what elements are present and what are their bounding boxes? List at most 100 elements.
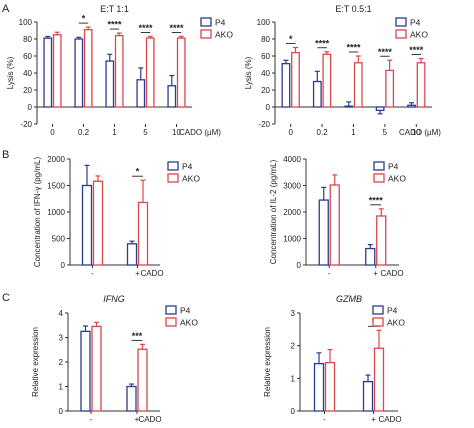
x-axis-unit-label: CADO [138, 415, 161, 424]
significance-label: **** [369, 195, 384, 205]
bar-ako [176, 37, 186, 108]
x-axis-unit-label: CADO [378, 415, 401, 424]
bar-ako [416, 62, 426, 108]
y-tick-label: 3 [291, 309, 296, 318]
legend-label-p4: P4 [215, 18, 226, 28]
legend-swatch-p4 [200, 17, 212, 27]
bar-ako [322, 53, 332, 108]
y-tick-label: 2 [291, 342, 296, 351]
significance-label: **** [409, 45, 424, 55]
significance-label: **** [107, 20, 122, 30]
legend-swatch-p4 [395, 17, 407, 27]
legend-swatch-ako [200, 29, 212, 39]
legend-label-p4: P4 [410, 18, 421, 28]
significance-label: **** [169, 23, 184, 33]
bar-ako [92, 180, 104, 266]
x-tick-label: + [135, 269, 140, 278]
chart-5: IFNG 0 1 2 3 4 Relative expression - + *** CADO P4 A… [31, 294, 198, 424]
y-tick-label: 2000 [47, 155, 65, 164]
bar-ako [385, 69, 395, 108]
x-tick-label: - [91, 269, 94, 278]
legend-label-p4: P4 [387, 306, 398, 316]
bar-p4 [312, 80, 322, 108]
y-tick-label: 40 [261, 69, 270, 78]
bar-p4 [80, 330, 91, 412]
y-tick-label: 0 [297, 261, 302, 270]
chart-title: E:T 1:1 [100, 4, 129, 14]
legend-swatch-ako [372, 317, 384, 327]
bar-p4 [365, 247, 376, 266]
bar-ako [114, 34, 124, 108]
y-tick-label: 0 [61, 261, 66, 270]
x-tick-label: + [135, 415, 140, 424]
x-tick-label: 10 [172, 128, 181, 137]
y-tick-label: 0 [291, 407, 296, 416]
x-tick-label: - [328, 269, 331, 278]
y-tick-label: 1000 [283, 235, 301, 244]
x-axis-unit-label: CADO (μM) [179, 128, 221, 137]
legend-label-ako: AKO [215, 30, 233, 40]
y-tick-label: 80 [23, 35, 32, 44]
legend-label-ako: AKO [410, 30, 428, 40]
y-axis-label: Concentration of IFN-γ (pg/mL) [33, 157, 42, 268]
legend-label-p4: P4 [182, 162, 193, 172]
bar-p4 [407, 104, 416, 108]
y-tick-label: 100 [257, 18, 271, 27]
x-axis-unit-label: CADO [380, 269, 403, 278]
y-tick-label: 20 [261, 86, 270, 95]
bar-p4 [313, 362, 325, 412]
y-tick-label: 100 [19, 18, 33, 27]
bar-ako [373, 347, 385, 412]
panel-label-a: A [2, 3, 10, 15]
significance-label: * [82, 14, 86, 24]
x-axis-unit-label: CADO (μM) [399, 128, 441, 137]
legend-label-p4: P4 [388, 162, 399, 172]
chart-3: 0 500 1000 1500 2000 Concentration of IFN-γ (… [33, 155, 200, 278]
chart-title: IFNG [103, 294, 125, 304]
bar-ako [376, 215, 387, 266]
y-tick-label: 3000 [283, 182, 301, 191]
x-tick-label: + [373, 269, 378, 278]
y-axis-label: Concentration of IL-2 (pg/mL) [269, 159, 278, 264]
y-axis-label: Lysis (%) [244, 56, 253, 89]
x-tick-label: + [371, 415, 376, 424]
bar-p4 [81, 184, 93, 266]
x-axis-unit-label: CADO [140, 269, 163, 278]
bar-ako [52, 34, 62, 108]
x-tick-label: 0.2 [317, 128, 329, 137]
y-tick-label: 80 [261, 35, 270, 44]
legend-swatch-ako [167, 173, 179, 183]
legend-swatch-p4 [372, 305, 384, 315]
y-tick-label: 2 [59, 358, 64, 367]
panel-label-c: C [2, 292, 10, 304]
x-tick-label: 10 [412, 128, 421, 137]
bar-p4 [318, 199, 329, 266]
y-tick-label: 1 [291, 374, 296, 383]
significance-label: *** [132, 331, 143, 341]
x-tick-label: 0 [50, 128, 55, 137]
y-tick-label: 4 [59, 309, 64, 318]
y-tick-label: 1 [59, 383, 64, 392]
bar-ako [91, 325, 102, 412]
y-axis-label: Relative expression [31, 327, 40, 397]
y-tick-label: 40 [23, 69, 32, 78]
y-tick-label: 1500 [47, 182, 65, 191]
legend-label-p4: P4 [180, 306, 191, 316]
legend-swatch-ako [395, 29, 407, 39]
chart-4: 0 1000 2000 3000 4000 Concentration of IL-2 (… [269, 155, 406, 278]
x-tick-label: 1 [351, 128, 356, 137]
legend-swatch-ako [373, 173, 385, 183]
y-tick-label: 60 [261, 52, 270, 61]
chart-title: GZMB [336, 294, 362, 304]
y-tick-label: 0 [28, 103, 33, 112]
y-axis-label: Lysis (%) [6, 56, 15, 89]
y-tick-label: 0 [266, 103, 271, 112]
legend-swatch-p4 [165, 305, 177, 315]
legend-label-ako: AKO [388, 174, 406, 184]
bar-ako [83, 28, 93, 108]
x-tick-label: 5 [143, 128, 148, 137]
bar-ako [329, 184, 340, 266]
